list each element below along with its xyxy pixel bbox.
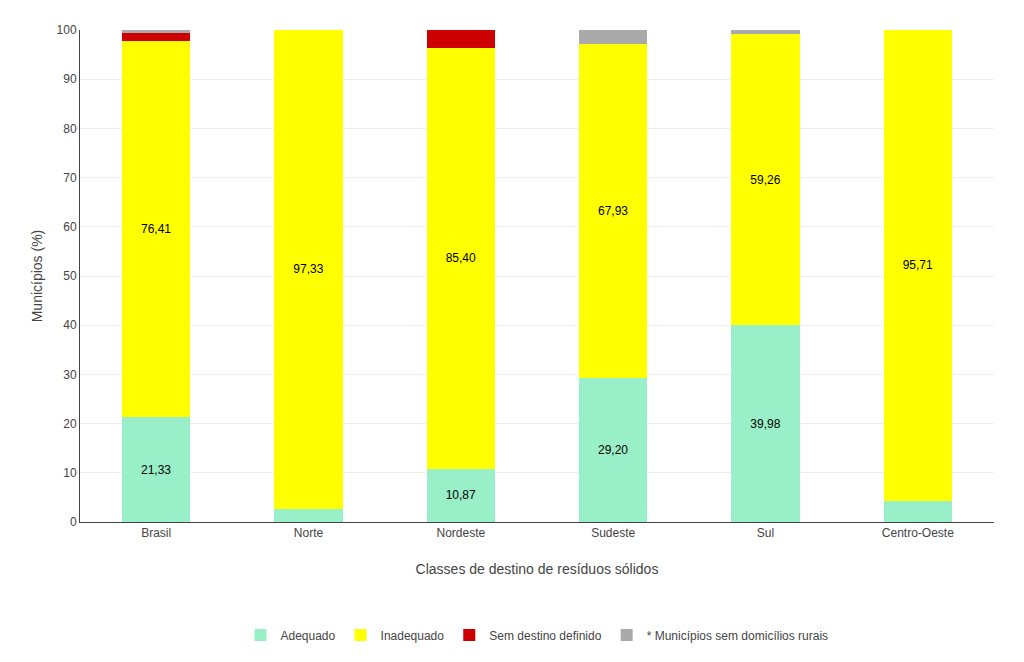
svg-text:39,98: 39,98 [750, 417, 780, 431]
svg-text:Sul: Sul [757, 526, 774, 540]
svg-text:10,87: 10,87 [446, 488, 476, 502]
svg-text:0: 0 [70, 515, 77, 529]
svg-text:Adequado: Adequado [281, 629, 336, 643]
svg-text:Municípios (%): Municípios (%) [29, 230, 45, 323]
svg-text:97,33: 97,33 [293, 262, 323, 276]
svg-text:* Municípios sem domicílios ru: * Municípios sem domicílios rurais [647, 629, 828, 643]
svg-text:Norte: Norte [294, 526, 324, 540]
svg-text:Classes de destino de resíduos: Classes de destino de resíduos sólidos [416, 561, 659, 577]
svg-text:Sudeste: Sudeste [591, 526, 635, 540]
svg-text:Centro-Oeste: Centro-Oeste [882, 526, 954, 540]
svg-text:Inadequado: Inadequado [381, 629, 445, 643]
svg-text:50: 50 [63, 269, 77, 283]
svg-text:100: 100 [57, 23, 77, 37]
svg-text:10: 10 [63, 466, 77, 480]
svg-text:70: 70 [63, 171, 77, 185]
svg-text:76,41: 76,41 [141, 222, 171, 236]
svg-text:Brasil: Brasil [141, 526, 171, 540]
svg-text:Sem destino definido: Sem destino definido [489, 629, 601, 643]
svg-text:67,93: 67,93 [598, 204, 628, 218]
svg-text:40: 40 [63, 318, 77, 332]
svg-text:60: 60 [63, 220, 77, 234]
svg-text:80: 80 [63, 122, 77, 136]
svg-text:21,33: 21,33 [141, 463, 171, 477]
svg-text:85,40: 85,40 [446, 251, 476, 265]
svg-text:30: 30 [63, 368, 77, 382]
svg-text:90: 90 [63, 72, 77, 86]
svg-text:Nordeste: Nordeste [436, 526, 485, 540]
svg-text:95,71: 95,71 [903, 258, 933, 272]
svg-text:20: 20 [63, 417, 77, 431]
svg-text:59,26: 59,26 [750, 173, 780, 187]
svg-text:29,20: 29,20 [598, 443, 628, 457]
